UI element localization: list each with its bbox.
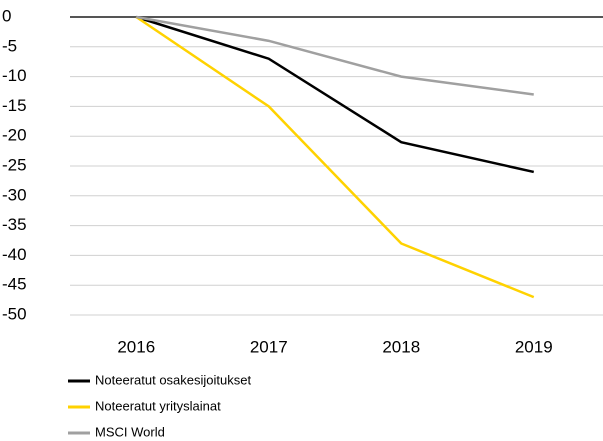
y-tick-label: -20 <box>2 126 27 145</box>
x-tick-label: 2018 <box>382 337 420 356</box>
legend-label: Noteeratut yrityslainat <box>95 398 221 413</box>
x-tick-label: 2019 <box>515 337 553 356</box>
y-tick-label: 0 <box>2 6 11 25</box>
y-tick-label: -5 <box>2 36 17 55</box>
legend-label: Noteeratut osakesijoitukset <box>95 372 251 387</box>
series-line <box>135 15 535 299</box>
y-tick-label: -35 <box>2 215 27 234</box>
y-tick-label: -10 <box>2 66 27 85</box>
series-line <box>136 15 534 96</box>
y-tick-label: -50 <box>2 304 27 323</box>
x-tick-label: 2016 <box>117 337 155 356</box>
y-tick-label: -15 <box>2 96 27 115</box>
x-tick-label: 2017 <box>250 337 288 356</box>
series-line <box>135 15 535 174</box>
legend-label: MSCI World <box>95 424 165 439</box>
y-tick-label: -30 <box>2 185 27 204</box>
y-tick-label: -25 <box>2 155 27 174</box>
y-tick-label: -45 <box>2 275 27 294</box>
y-tick-label: -40 <box>2 245 27 264</box>
